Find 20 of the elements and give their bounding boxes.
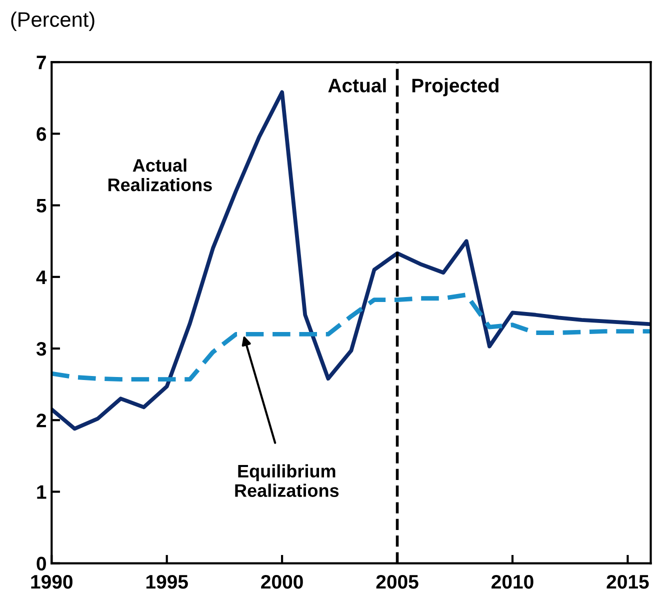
x-tick-label: 2015 (606, 574, 649, 589)
y-axis-title: (Percent) (11, 12, 94, 32)
annotation: Actual (328, 78, 386, 92)
y-tick-label: 5 (36, 198, 46, 213)
text: Equilibrium Realizations (235, 464, 339, 497)
x-tick-label: 1995 (146, 574, 188, 589)
x-tick-label: 2000 (261, 574, 303, 589)
y-tick-label: 3 (36, 342, 46, 356)
x-tick-label: 1990 (31, 574, 72, 589)
line-series (52, 292, 651, 382)
x-tick-label: 2010 (492, 574, 534, 589)
series-label: Actual Realizations (108, 158, 212, 192)
y-tick-label: 0 (36, 556, 46, 571)
y-tick-label: 1 (37, 485, 46, 499)
y-tick-label: 7 (36, 56, 46, 70)
annotation: Projected (412, 78, 498, 96)
y-tick-label: 4 (36, 270, 47, 284)
y-tick-label: 2 (36, 414, 46, 428)
y-tick-label: 6 (36, 127, 46, 141)
x-tick-label: 2005 (376, 574, 418, 589)
